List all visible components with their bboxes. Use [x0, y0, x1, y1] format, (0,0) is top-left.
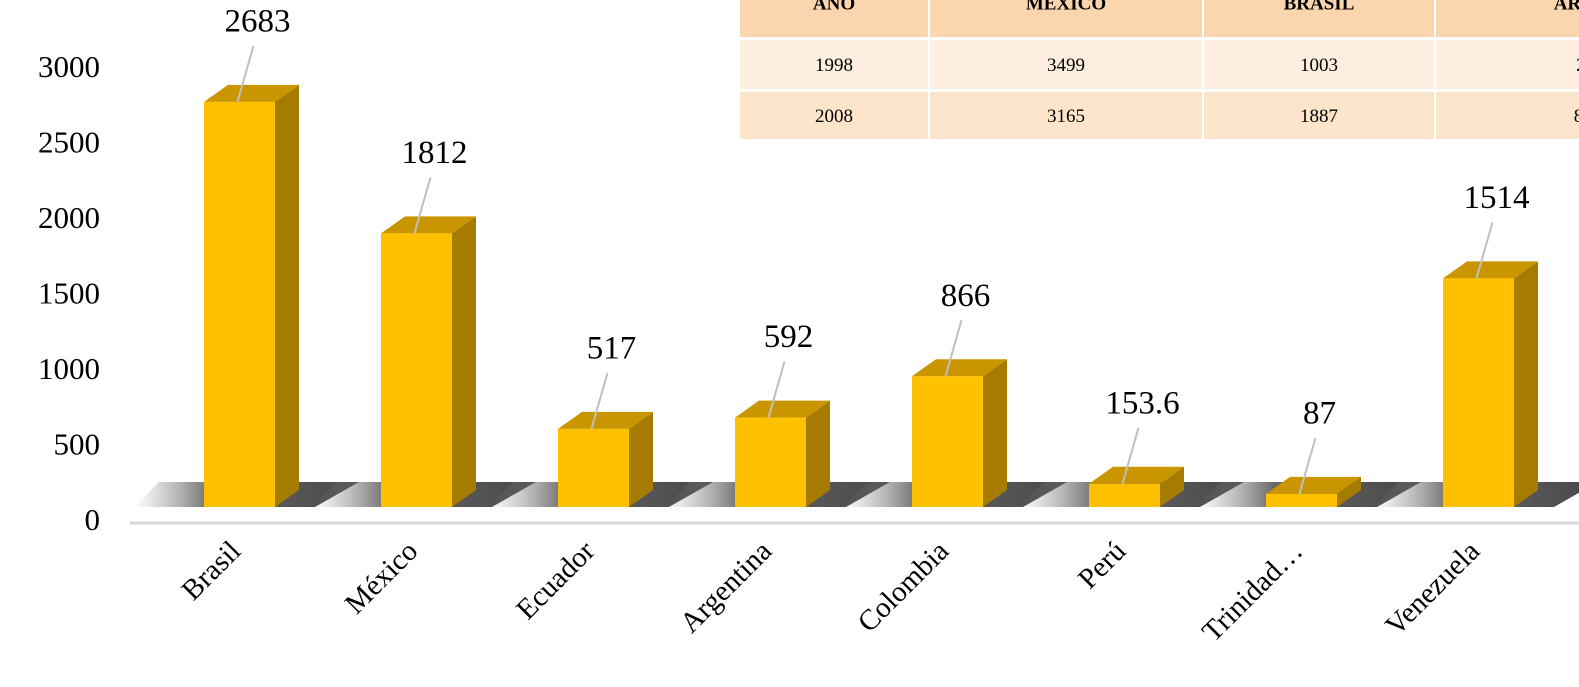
y-tick-label: 500: [54, 427, 101, 462]
y-tick-label: 0: [85, 502, 101, 537]
leader-line: [1298, 437, 1317, 495]
table-cell-text: 1003: [1300, 55, 1338, 76]
leader-line: [767, 361, 786, 418]
bar-side: [983, 359, 1007, 507]
bar-top: [1443, 261, 1538, 279]
y-tick-label: 2500: [38, 125, 100, 160]
table-cell: [1204, 40, 1434, 89]
bar-side: [1337, 476, 1361, 507]
x-tick-label: Ecuador: [510, 535, 601, 626]
leader-line: [1475, 222, 1494, 279]
data-label: 87: [1303, 395, 1336, 431]
bar: [1089, 483, 1160, 507]
table-cell: [1204, 0, 1434, 37]
y-tick-label: 1500: [38, 276, 100, 311]
bar-side: [1160, 466, 1184, 507]
y-tick-label: 2000: [38, 200, 100, 235]
bar: [912, 376, 983, 507]
table-header-text: MÉXICO: [1026, 0, 1106, 14]
data-label: 866: [941, 278, 991, 314]
x-tick-label: Brasil: [176, 535, 248, 607]
table-cell: [1436, 0, 1579, 37]
x-tick-label: Trinidad…: [1196, 535, 1309, 648]
leader-line: [1121, 427, 1140, 485]
table-cell-text: 802: [1574, 106, 1579, 127]
table-header-text: AÑO: [813, 0, 855, 14]
leader-line: [236, 45, 255, 103]
table-header-text: BRASIL: [1284, 0, 1355, 14]
x-tick-label: Perú: [1072, 535, 1132, 595]
data-label: 517: [587, 331, 637, 367]
bar: [1443, 278, 1514, 507]
table-cell-text: 1887: [1300, 106, 1338, 127]
bar-side: [629, 411, 653, 507]
bar-top: [1266, 476, 1361, 494]
bar: [381, 233, 452, 507]
table-header-text: ARGEN: [1554, 0, 1579, 14]
bar-side: [806, 400, 830, 507]
table-cell: [1436, 92, 1579, 139]
bar-top: [735, 400, 830, 418]
y-tick-label: 1000: [38, 351, 100, 386]
leader-line: [413, 177, 432, 234]
data-label: 2683: [225, 3, 291, 39]
bar-top: [912, 359, 1007, 377]
table-cell-text: 1998: [815, 55, 853, 76]
bar-top: [558, 411, 653, 429]
table-cell-text: 3165: [1047, 106, 1085, 127]
data-label: 1514: [1464, 180, 1530, 216]
bar: [735, 417, 806, 507]
bar-side: [275, 84, 299, 507]
bar-top: [204, 84, 299, 102]
bar: [204, 101, 275, 507]
leader-line: [590, 372, 609, 430]
data-label: 592: [764, 319, 814, 355]
table-cell: [740, 92, 928, 139]
y-tick-label: 3000: [38, 49, 100, 84]
data-label: 153.6: [1105, 385, 1179, 421]
x-tick-label: Argentina: [674, 535, 778, 639]
table-cell: [740, 0, 928, 37]
bar-side: [1514, 261, 1538, 507]
table: AÑO MÉXICO BRASIL ARGEN 1998 3499 1003 2.6 2008 3…: [740, 0, 1579, 139]
table-cell-text: 3499: [1047, 55, 1085, 76]
bar: [1266, 493, 1337, 507]
bar-top: [381, 216, 476, 234]
table-cell: [1204, 92, 1434, 139]
table-cell-text: 2.6: [1576, 55, 1579, 76]
table-cell: [1436, 40, 1579, 89]
x-tick-label: Colombia: [852, 535, 956, 639]
bar-top: [1089, 466, 1184, 484]
bar-side: [452, 216, 476, 507]
table-cell: [740, 40, 928, 89]
leader-line: [944, 319, 963, 377]
table-cell-text: 2008: [815, 106, 853, 127]
bar: [558, 428, 629, 507]
x-tick-label: Venezuela: [1379, 535, 1486, 642]
x-tick-label: México: [339, 535, 424, 620]
data-label: 1812: [402, 135, 468, 171]
table-cell: [930, 92, 1202, 139]
table-cell: [930, 0, 1202, 37]
table-cell: [930, 40, 1202, 89]
